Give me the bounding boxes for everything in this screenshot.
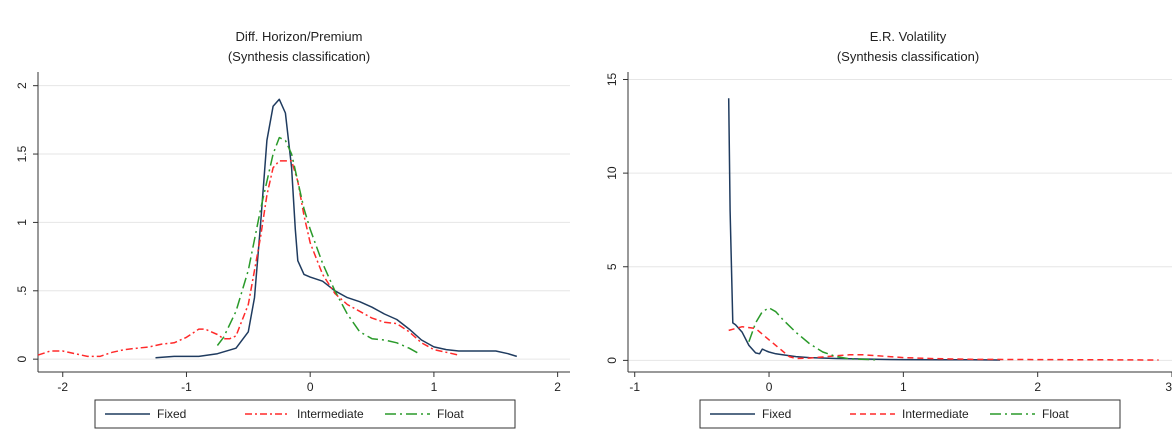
chart-panel-right: E.R. Volatility (Synthesis classificatio… (605, 29, 1172, 429)
y-tick-label: .5 (15, 285, 29, 295)
chart-title: E.R. Volatility (870, 29, 947, 44)
chart-subtitle: (Synthesis classification) (837, 49, 979, 64)
legend-box (699, 399, 1121, 429)
chart-panel-left: Diff. Horizon/Premium (Synthesis classif… (15, 29, 570, 429)
x-tick-label: 2 (554, 380, 561, 394)
series-line-float (748, 307, 877, 361)
y-tick-label: 1.5 (15, 145, 29, 162)
legend-box (94, 399, 516, 429)
series-line-intermediate (728, 325, 1159, 361)
series-line-float (216, 136, 420, 355)
legend-label: Intermediate (297, 407, 364, 421)
legend: Fixed Intermediate Float (699, 399, 1121, 429)
x-tick-label: 0 (766, 380, 773, 394)
y-tick-label: 15 (605, 72, 619, 86)
y-tick-label: 1 (15, 219, 29, 226)
x-tick-label: -2 (57, 380, 68, 394)
legend-label: Fixed (762, 407, 791, 421)
series-line-fixed (155, 98, 518, 359)
y-tick-label: 0 (15, 356, 29, 363)
plot-area: 0 5 10 15 -1 0 1 2 3 (605, 72, 1172, 394)
legend-label: Float (437, 407, 464, 421)
y-tick-label: 10 (605, 166, 619, 180)
y-tick-label: 2 (15, 82, 29, 89)
legend-label: Intermediate (902, 407, 969, 421)
chart-subtitle: (Synthesis classification) (228, 49, 370, 64)
x-tick-label: 1 (431, 380, 438, 394)
legend-label: Fixed (157, 407, 186, 421)
legend-label: Float (1042, 407, 1069, 421)
chart-title: Diff. Horizon/Premium (236, 29, 363, 44)
series-line-intermediate (37, 160, 459, 358)
series-line-fixed (727, 98, 1001, 361)
legend: Fixed Intermediate Float (94, 399, 516, 429)
x-tick-label: 3 (1165, 380, 1172, 394)
x-tick-label: -1 (181, 380, 192, 394)
x-tick-label: -1 (629, 380, 640, 394)
x-tick-label: 0 (307, 380, 314, 394)
plot-area: 0 .5 1 1.5 2 -2 -1 0 1 2 (15, 72, 570, 394)
x-tick-label: 2 (1034, 380, 1041, 394)
y-tick-label: 5 (605, 263, 619, 270)
x-tick-label: 1 (900, 380, 907, 394)
y-tick-label: 0 (605, 357, 619, 364)
